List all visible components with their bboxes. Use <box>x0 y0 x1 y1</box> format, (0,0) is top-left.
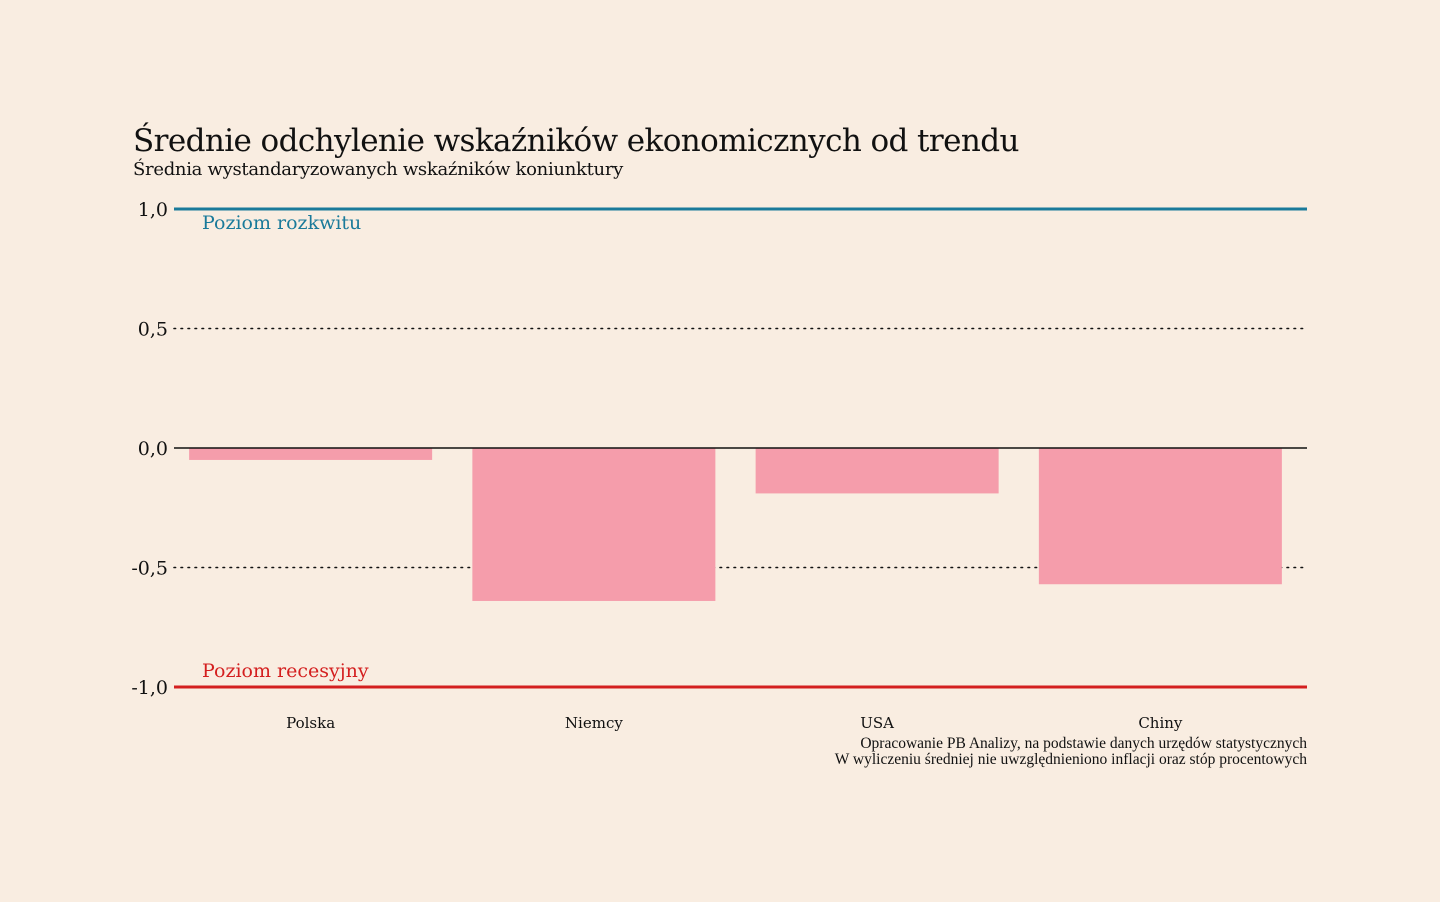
y-tick-label: -0,5 <box>131 558 168 580</box>
source-note: Opracowanie PB Analizy, na podstawie dan… <box>860 735 1307 752</box>
bar-chiny <box>1038 448 1282 585</box>
bar-usa <box>755 448 999 494</box>
source-notes: Opracowanie PB Analizy, na podstawie dan… <box>835 736 1307 768</box>
boom-level-label: Poziom rozkwitu <box>202 212 361 234</box>
x-tick-label: Polska <box>286 714 335 732</box>
chart-subtitle: Średnia wystandaryzowanych wskaźników ko… <box>133 159 624 180</box>
y-tick-label: 0,5 <box>138 319 168 341</box>
y-tick-label: -1,0 <box>131 677 168 699</box>
x-tick-label: Chiny <box>1138 714 1183 732</box>
bar-polska <box>189 448 433 460</box>
x-tick-label: Niemcy <box>565 714 623 732</box>
chart-title: Średnie odchylenie wskaźników ekonomiczn… <box>133 123 1019 159</box>
y-tick-label: 0,0 <box>138 438 168 460</box>
bar-niemcy <box>472 448 716 601</box>
recession-level-label: Poziom recesyjny <box>202 660 369 682</box>
method-note: W wyliczeniu średniej nie uwzględnienion… <box>834 751 1307 768</box>
y-tick-label: 1,0 <box>138 199 168 221</box>
x-tick-label: USA <box>860 714 894 732</box>
